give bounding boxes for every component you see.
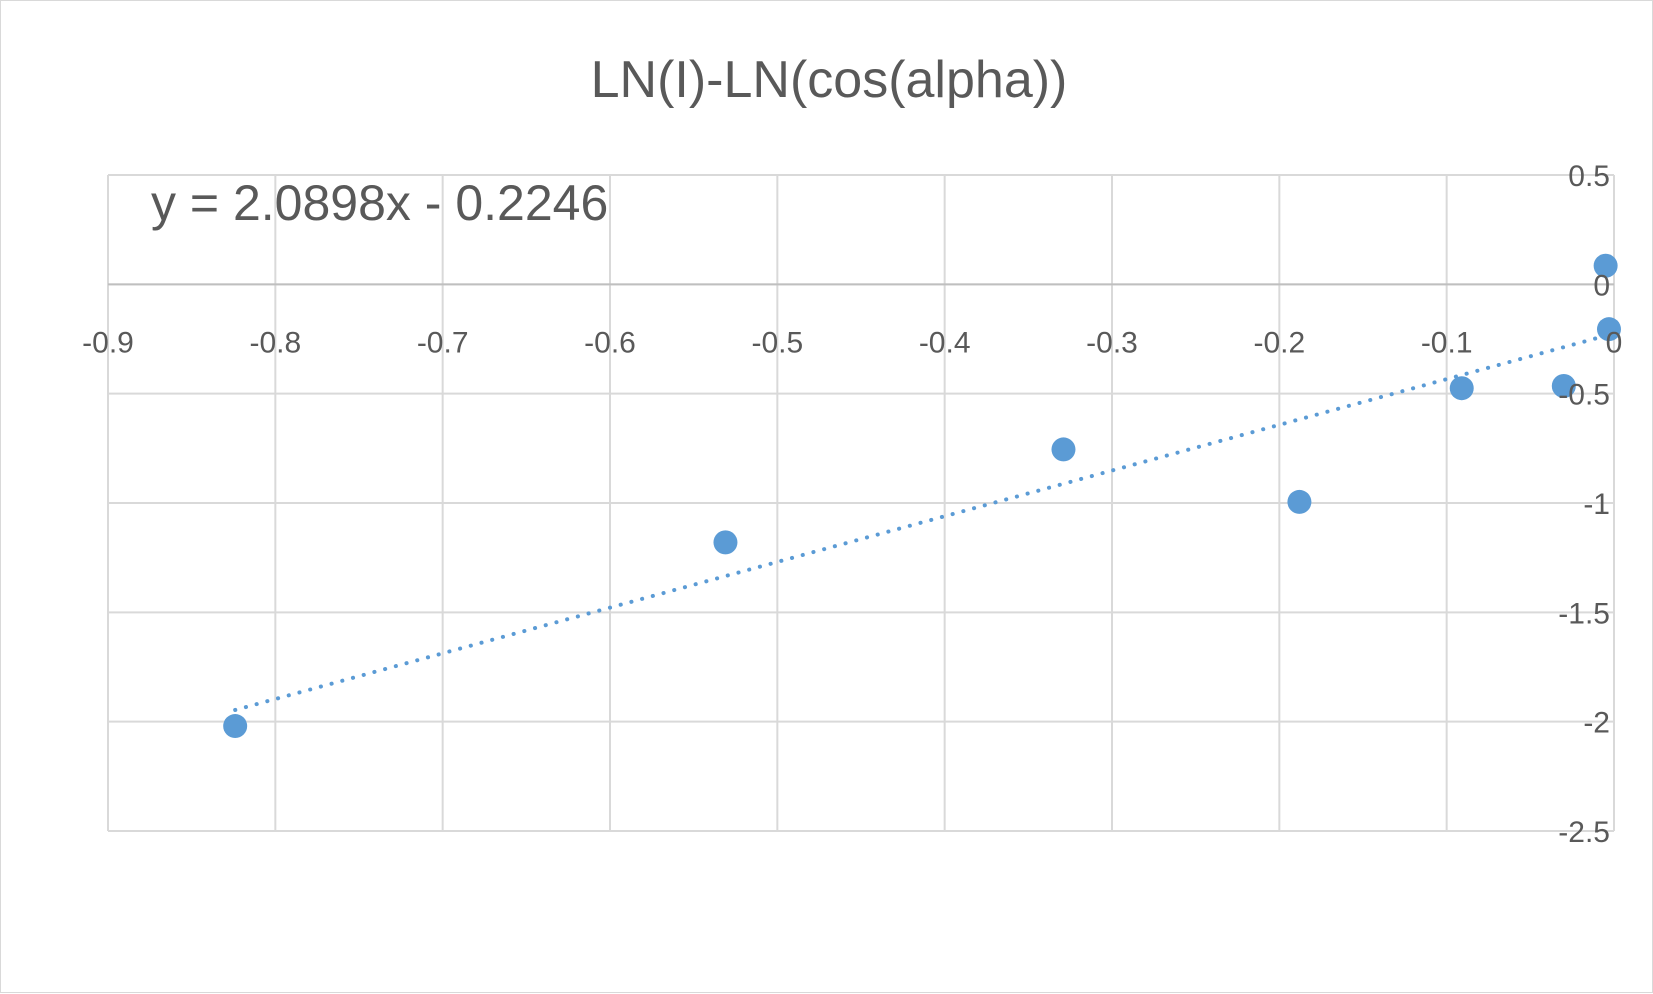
y-tick-label: 0.5: [1568, 160, 1610, 193]
chart-title: LN(I)-LN(cos(alpha)): [591, 51, 1068, 109]
x-tick-labels: -0.9 -0.8 -0.7 -0.6 -0.5 -0.4 -0.3 -0.2 -0.1 0: [82, 326, 1622, 359]
x-tick-label: -0.2: [1253, 326, 1305, 359]
x-tick-label: -0.5: [751, 326, 803, 359]
y-tick-label: -2: [1583, 707, 1610, 740]
x-tick-label: -0.3: [1086, 326, 1138, 359]
data-point: [1551, 374, 1576, 399]
data-point: [223, 714, 248, 739]
x-tick-label: -0.1: [1421, 326, 1473, 359]
data-point: [713, 530, 738, 555]
x-tick-label: -0.6: [584, 326, 636, 359]
trendline-equation: y = 2.0898x - 0.2246: [151, 175, 608, 231]
grid-lines: [107, 174, 1615, 832]
data-point: [1287, 489, 1312, 514]
x-tick-label: -0.7: [417, 326, 469, 359]
data-point: [1449, 376, 1474, 401]
data-point: [1593, 253, 1618, 278]
y-tick-label: 0: [1593, 269, 1610, 302]
x-tick-label: -0.9: [82, 326, 134, 359]
x-tick-label: 0: [1606, 326, 1623, 359]
y-tick-label: -2.5: [1558, 816, 1610, 849]
y-tick-label: -1: [1583, 488, 1610, 521]
y-tick-label: -0.5: [1558, 379, 1610, 412]
data-point: [1596, 317, 1621, 342]
x-tick-label: -0.4: [919, 326, 971, 359]
data-point: [1051, 437, 1076, 462]
x-tick-label: -0.8: [249, 326, 301, 359]
data-points: [223, 253, 1621, 739]
y-tick-label: -1.5: [1558, 597, 1610, 630]
y-tick-labels: 0.5 0 -0.5 -1 -1.5 -2 -2.5: [1558, 160, 1610, 849]
